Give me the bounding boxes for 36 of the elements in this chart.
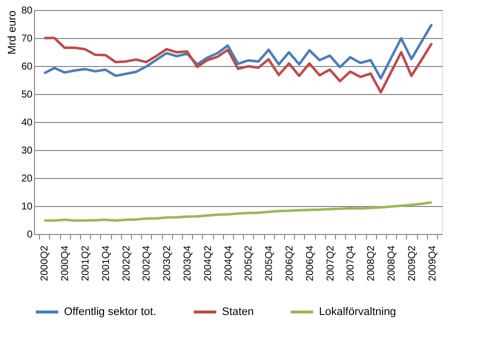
x-tick-label: 2002Q2 (121, 245, 132, 282)
x-tick-label: 2005Q4 (264, 245, 276, 282)
y-tick-label: 80 (21, 6, 33, 16)
y-tick-label: 40 (21, 118, 33, 128)
line-series (42, 23, 434, 80)
x-tick-label: 2008Q4 (386, 245, 398, 282)
y-tick-label: 70 (21, 34, 33, 44)
legend-label: Lokalförvaltning (319, 306, 396, 318)
y-tick-label: 0 (26, 230, 33, 240)
line-series (42, 36, 434, 94)
x-tick-label: 2000Q4 (60, 245, 72, 282)
x-tick-label: 2009Q4 (427, 245, 438, 282)
x-tick-label: 2004Q4 (223, 245, 234, 282)
y-tick-label: 50 (21, 90, 33, 100)
x-tick-label: 2001Q4 (100, 245, 112, 282)
y-tick-label: 30 (21, 146, 33, 156)
x-tick-label: 2000Q2 (40, 245, 51, 282)
legend-label: Offentlig sektor tot. (64, 306, 156, 318)
x-tick-label: 2005Q2 (244, 245, 255, 282)
x-tick-label: 2003Q2 (162, 245, 174, 282)
x-tick-label: 2008Q2 (366, 245, 378, 282)
x-tick-label: 2007Q2 (325, 245, 336, 282)
x-tick-label: 2001Q2 (80, 245, 92, 282)
x-tick-label: 2009Q2 (406, 245, 418, 282)
y-tick-label: 10 (21, 202, 33, 212)
x-tick-label: 2006Q2 (284, 245, 296, 282)
x-tick-label: 2007Q4 (346, 245, 357, 282)
x-tick-label: 2004Q2 (202, 245, 214, 282)
x-tick-label: 2006Q4 (304, 245, 316, 282)
x-tick-label: 2002Q4 (142, 245, 153, 282)
line-series (42, 201, 434, 222)
y-tick-label: 20 (21, 174, 33, 184)
legend-label: Staten (222, 306, 254, 318)
y-tick-label: 60 (21, 62, 33, 72)
y-axis-title: Mrd euro (6, 10, 18, 55)
x-tick-label: 2003Q4 (182, 245, 194, 282)
